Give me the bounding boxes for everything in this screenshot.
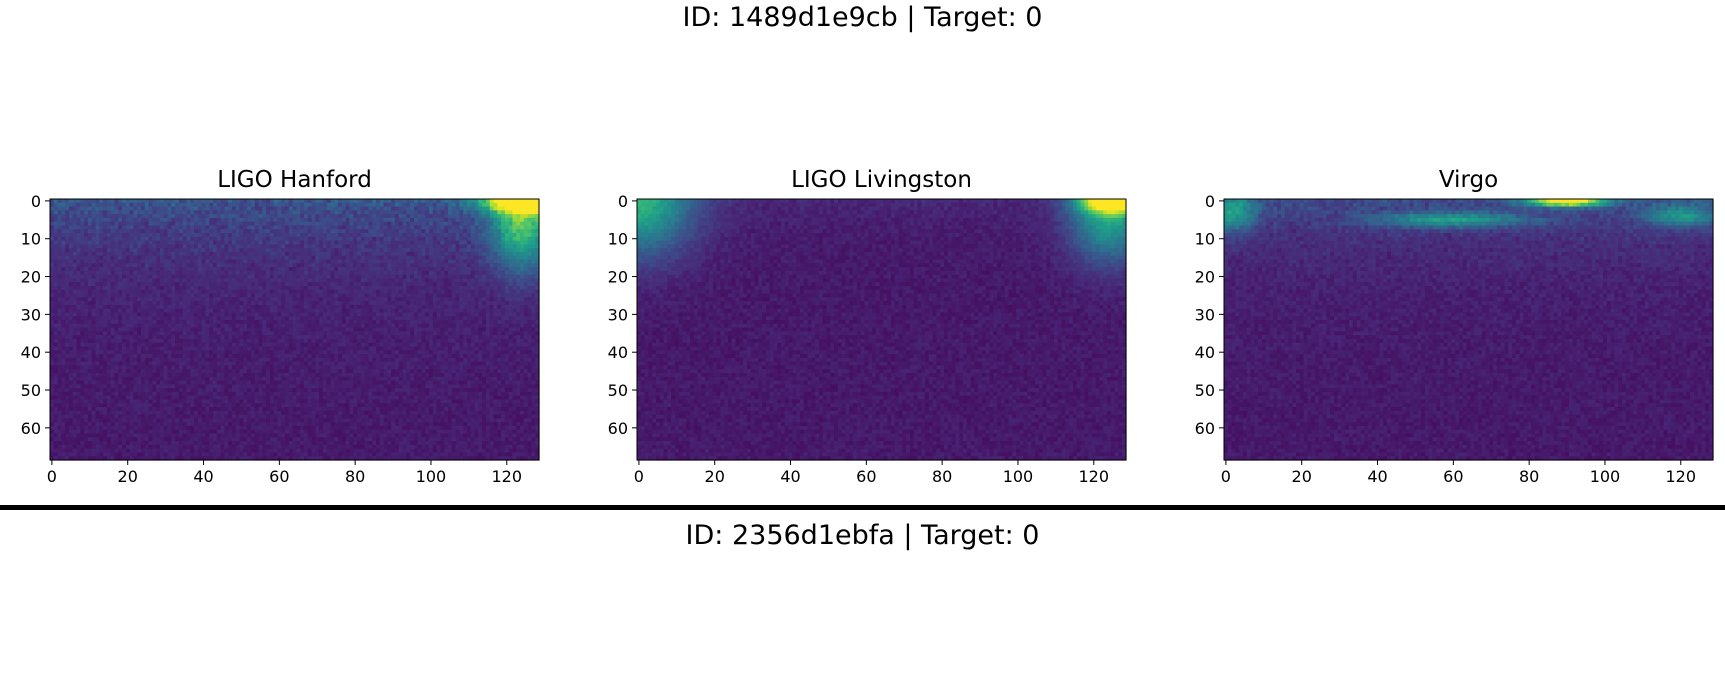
y-tick-label: 60 <box>1195 419 1215 438</box>
heatmap-panel: LIGO Livingston 0 20 40 60 80 100 120 0 10 20 30 40 5… <box>608 167 1127 486</box>
y-tick-label: 30 <box>1195 305 1215 324</box>
y-tick-label: 20 <box>21 268 41 287</box>
x-tick-label: 20 <box>118 467 138 486</box>
y-tick-label: 0 <box>31 192 41 211</box>
x-tick-label: 80 <box>932 467 952 486</box>
x-tick-label: 60 <box>856 467 876 486</box>
y-tick-label: 50 <box>21 381 41 400</box>
y-tick-label: 40 <box>21 343 41 362</box>
x-tick-label: 20 <box>1292 467 1312 486</box>
x-tick-label: 100 <box>416 467 447 486</box>
heatmap-image <box>637 199 1127 461</box>
y-tick-label: 40 <box>1195 343 1215 362</box>
heatmap-panel: LIGO Hanford 0 20 40 60 80 100 120 0 10 20 30 40 50 60 <box>21 167 540 486</box>
y-tick-label: 10 <box>608 230 628 249</box>
heatmap-image <box>50 199 540 461</box>
x-tick-label: 40 <box>1367 467 1387 486</box>
panel-title: LIGO Livingston <box>791 167 972 193</box>
y-tick-label: 20 <box>608 268 628 287</box>
x-tick-label: 100 <box>1003 467 1034 486</box>
x-tick-label: 120 <box>1666 467 1697 486</box>
x-tick-label: 0 <box>1221 467 1231 486</box>
y-tick-label: 50 <box>1195 381 1215 400</box>
y-tick-label: 10 <box>21 230 41 249</box>
x-tick-label: 60 <box>269 467 289 486</box>
y-tick-label: 20 <box>1195 268 1215 287</box>
y-tick-label: 40 <box>608 343 628 362</box>
x-tick-label: 80 <box>1519 467 1539 486</box>
x-tick-label: 40 <box>193 467 213 486</box>
y-tick-label: 0 <box>618 192 628 211</box>
y-tick-label: 30 <box>21 305 41 324</box>
heatmap-panel: Virgo 0 20 40 60 80 100 120 0 10 20 30 40 50 60 <box>1195 167 1714 486</box>
y-tick-label: 60 <box>608 419 628 438</box>
figure-title-2: ID: 2356d1ebfa | Target: 0 <box>0 520 1725 552</box>
panel-title: Virgo <box>1439 167 1498 193</box>
x-tick-label: 0 <box>634 467 644 486</box>
x-tick-label: 20 <box>705 467 725 486</box>
panel-title: LIGO Hanford <box>217 167 372 193</box>
x-tick-label: 120 <box>492 467 523 486</box>
x-tick-label: 80 <box>345 467 365 486</box>
y-tick-label: 30 <box>608 305 628 324</box>
x-tick-label: 120 <box>1079 467 1110 486</box>
x-tick-label: 60 <box>1443 467 1463 486</box>
y-tick-label: 0 <box>1205 192 1215 211</box>
heatmap-image <box>1224 199 1714 461</box>
y-tick-label: 10 <box>1195 230 1215 249</box>
figure-separator <box>0 505 1725 510</box>
y-tick-label: 50 <box>608 381 628 400</box>
y-tick-label: 60 <box>21 419 41 438</box>
x-tick-label: 0 <box>47 467 57 486</box>
x-tick-label: 100 <box>1590 467 1621 486</box>
x-tick-label: 40 <box>780 467 800 486</box>
